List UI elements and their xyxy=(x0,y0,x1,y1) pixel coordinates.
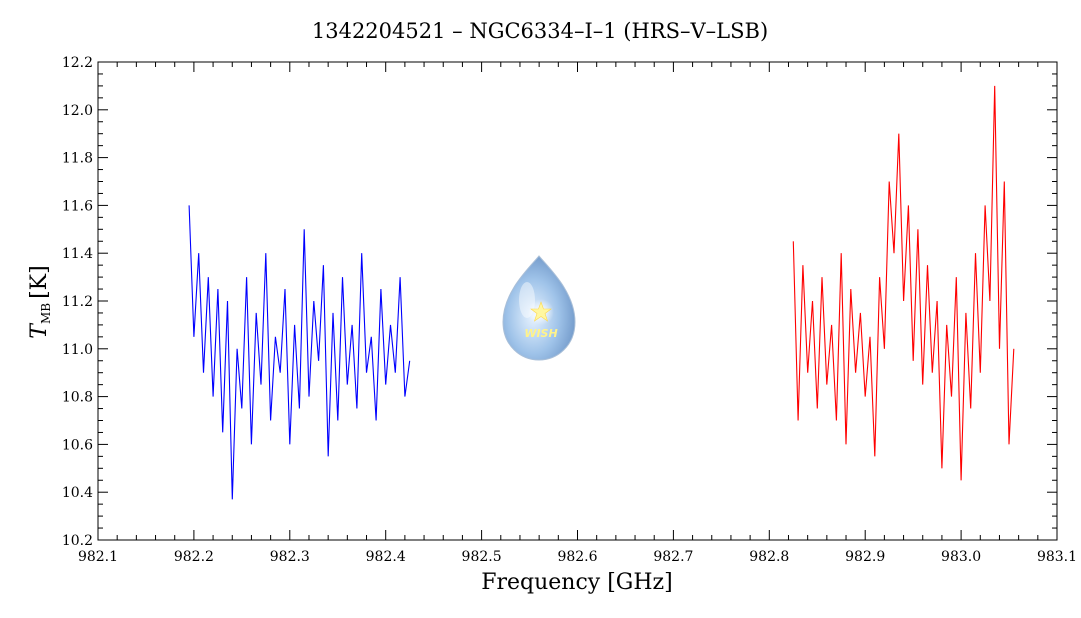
x-tick-label: 982.5 xyxy=(462,549,502,565)
x-tick-label: 982.3 xyxy=(270,549,310,565)
x-tick-label: 982.4 xyxy=(366,549,406,565)
series-line-1 xyxy=(188,205,411,500)
plot-frame xyxy=(97,61,1058,541)
y-tick-label: 10.2 xyxy=(62,533,93,549)
tick-labels: 982.1 982.2 982.3 982.4 982.5 982.6 982.7 982.8… xyxy=(62,55,1077,565)
y-tick-label: 11.4 xyxy=(62,246,93,262)
logo-text: WISH xyxy=(524,327,557,340)
y-axis-title-main: T xyxy=(27,322,52,339)
y-tick-label: 11.2 xyxy=(62,294,93,310)
y-tick-label: 11.6 xyxy=(62,198,93,214)
y-tick-label: 11.8 xyxy=(62,151,93,167)
x-axis-title: Frequency [GHz] xyxy=(481,570,673,595)
y-axis-title-unit: [K] xyxy=(27,265,52,299)
x-tick-label: 982.8 xyxy=(749,549,789,565)
axis-ticks xyxy=(97,61,1058,541)
chart-title: 1342204521 – NGC6334–I–1 (HRS–V–LSB) xyxy=(312,19,768,43)
x-tick-label: 982.9 xyxy=(845,549,885,565)
y-tick-label: 10.4 xyxy=(62,485,93,501)
y-tick-label: 11.0 xyxy=(62,342,93,358)
y-tick-label: 12.2 xyxy=(62,55,93,71)
y-axis-title-sub: MB xyxy=(39,303,53,324)
y-axis-title: TMB [K] xyxy=(27,265,53,338)
y-tick-label: 10.6 xyxy=(62,437,93,453)
series-layer xyxy=(188,85,1015,500)
y-tick-label: 12.0 xyxy=(62,103,93,119)
x-tick-label: 982.2 xyxy=(174,549,214,565)
star-icon xyxy=(530,301,552,322)
x-tick-label: 982.7 xyxy=(653,549,693,565)
x-tick-label: 983.0 xyxy=(941,549,981,565)
x-tick-label: 983.1 xyxy=(1037,549,1077,565)
x-tick-label: 982.1 xyxy=(78,549,118,565)
series-line-2 xyxy=(792,85,1015,481)
y-tick-label: 10.8 xyxy=(62,390,93,406)
x-tick-label: 982.6 xyxy=(557,549,597,565)
wish-logo: WISH xyxy=(502,255,576,361)
